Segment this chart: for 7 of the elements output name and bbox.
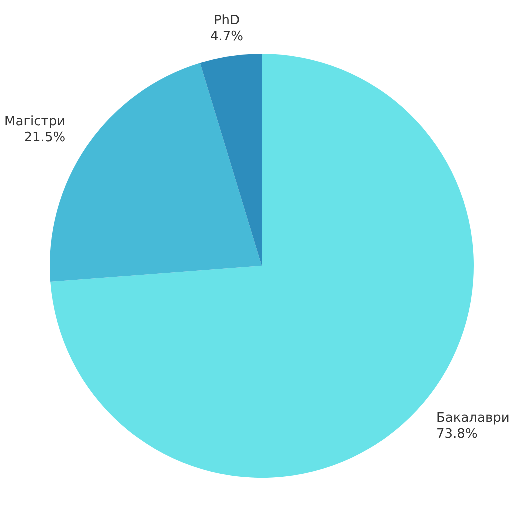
pie-slice: [200, 54, 262, 266]
slice-label: Бакалаври: [436, 410, 510, 426]
data-label: 4.7%: [210, 30, 244, 45]
data-label: 21.5%: [24, 130, 66, 146]
slice-label: PhD: [214, 14, 240, 29]
data-label: 73.8%: [436, 426, 478, 442]
slice-label: Магістри: [4, 114, 66, 130]
